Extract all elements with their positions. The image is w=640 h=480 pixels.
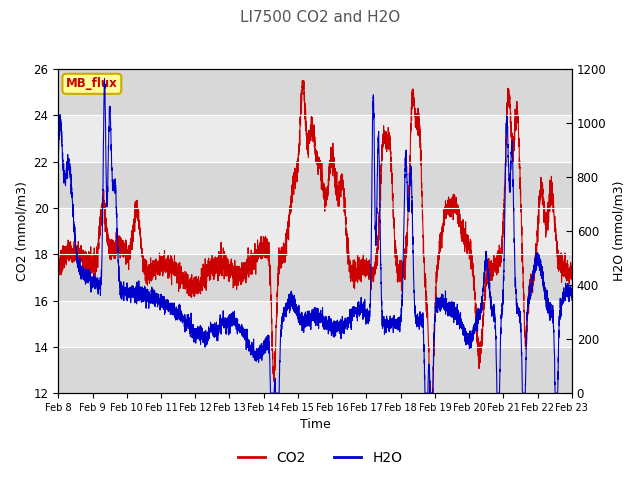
Text: MB_flux: MB_flux — [66, 77, 118, 90]
CO2 — [477, 350, 484, 356]
CO2 — [362, 264, 370, 270]
CO2 — [54, 253, 62, 259]
Bar — [58, 300, 572, 347]
H2O — [148, 284, 156, 290]
Legend: CO2, H2O: CO2, H2O — [232, 445, 408, 471]
Y-axis label: H2O (mmol/m3): H2O (mmol/m3) — [612, 181, 625, 281]
Y-axis label: CO2 (mmol/m3): CO2 (mmol/m3) — [15, 181, 28, 281]
CO2 — [251, 266, 259, 272]
Bar — [58, 116, 572, 162]
Line: H2O: H2O — [58, 79, 572, 393]
Bar — [58, 347, 572, 393]
Text: LI7500 CO2 and H2O: LI7500 CO2 and H2O — [240, 10, 400, 24]
H2O — [363, 311, 371, 317]
CO2 — [298, 78, 306, 84]
Bar — [58, 69, 572, 116]
Bar — [58, 208, 572, 254]
H2O — [251, 349, 259, 355]
Bar — [58, 162, 572, 208]
CO2 — [568, 276, 575, 282]
H2O — [100, 76, 108, 82]
Line: CO2: CO2 — [58, 81, 572, 393]
H2O — [388, 320, 396, 325]
CO2 — [148, 278, 156, 284]
Bar — [58, 254, 572, 300]
H2O — [54, 158, 62, 164]
CO2 — [388, 183, 396, 189]
H2O — [438, 295, 445, 301]
CO2 — [426, 390, 433, 396]
X-axis label: Time: Time — [300, 419, 330, 432]
CO2 — [438, 229, 445, 235]
H2O — [267, 390, 275, 396]
H2O — [477, 306, 484, 312]
H2O — [568, 297, 575, 303]
